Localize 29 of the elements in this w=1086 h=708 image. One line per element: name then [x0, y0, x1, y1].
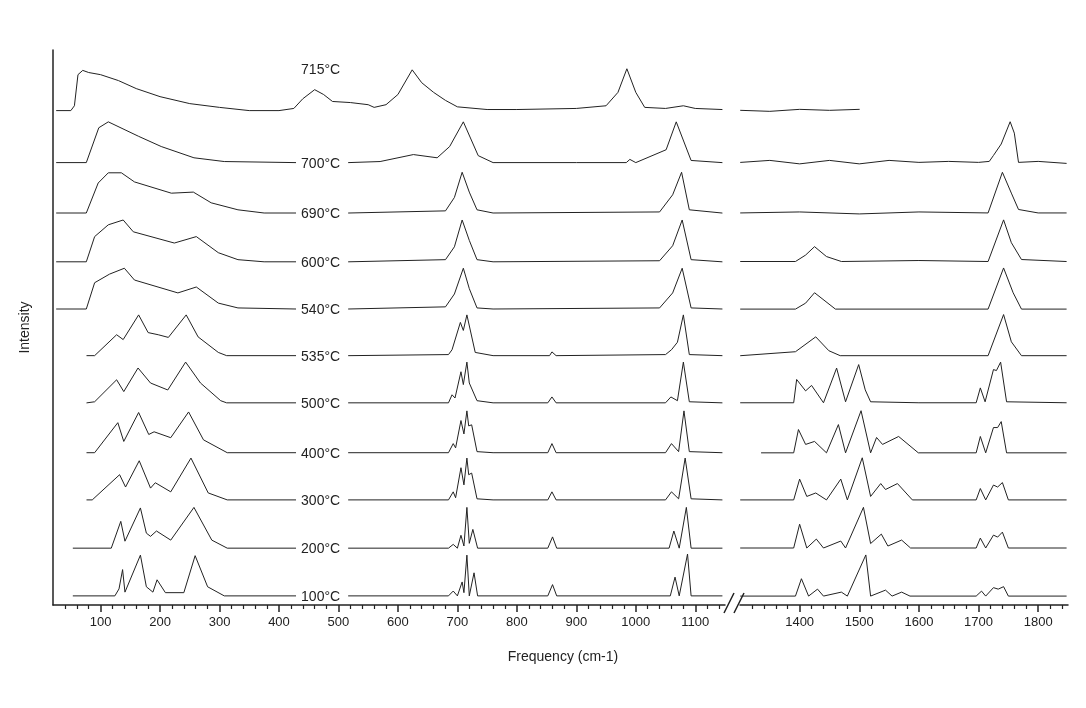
x-tick-label: 800	[506, 614, 528, 629]
x-tick-label: 1800	[1023, 614, 1053, 629]
x-tick-label: 1100	[681, 614, 710, 629]
x-axis-title: Frequency (cm-1)	[506, 648, 620, 664]
x-tick-label: 600	[387, 614, 409, 629]
series-label: 300°C	[301, 491, 341, 508]
x-tick-label: 100	[89, 614, 112, 629]
x-tick-label: 1000	[621, 614, 651, 629]
x-tick-label: 200	[149, 614, 171, 629]
x-tick-label: 400	[268, 614, 290, 629]
series-label: 500°C	[301, 394, 341, 411]
series-label: 600°C	[301, 253, 341, 270]
series-label: 535°C	[301, 347, 341, 364]
series-label: 200°C	[301, 540, 341, 557]
series-label: 690°C	[301, 205, 341, 222]
x-tick-label: 1700	[964, 614, 994, 629]
x-tick-label: 1500	[844, 614, 874, 629]
series-label: 540°C	[301, 301, 341, 317]
y-axis-title: Intensity	[16, 301, 32, 354]
series-label: 100°C	[301, 587, 341, 604]
x-tick-label: 700	[446, 614, 469, 629]
x-tick-label: 300	[208, 614, 231, 629]
series-label: 400°C	[301, 444, 341, 461]
x-tick-label: 1600	[904, 614, 934, 629]
series-label: 700°C	[301, 154, 341, 171]
series-label: 715°C	[301, 60, 341, 77]
x-tick-label: 1400	[785, 614, 815, 629]
x-tick-label: 500	[327, 614, 350, 629]
x-tick-label: 900	[565, 614, 588, 629]
